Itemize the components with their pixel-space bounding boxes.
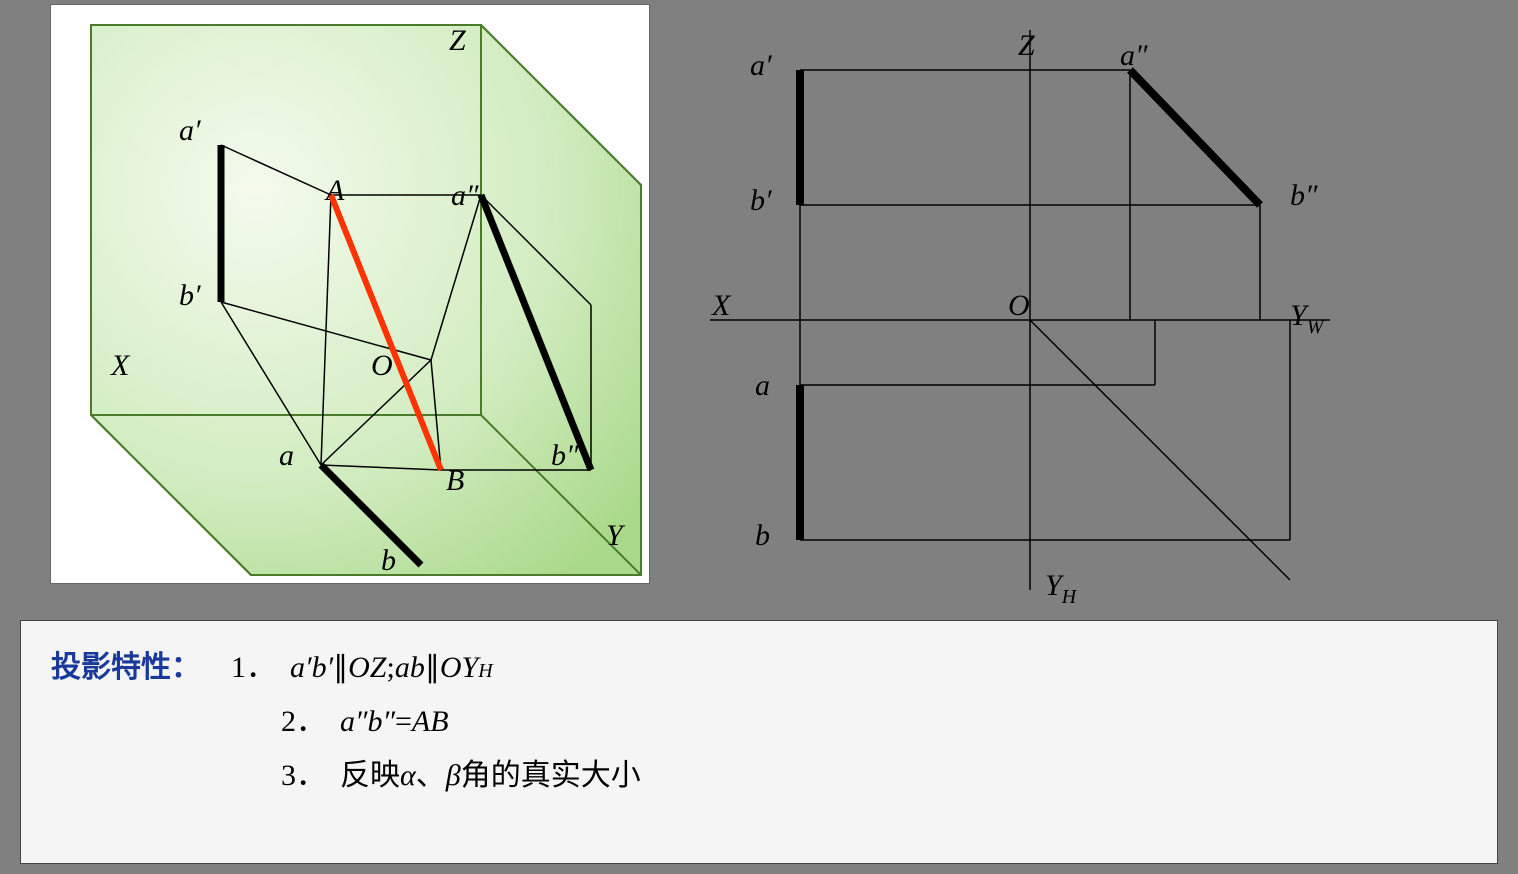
right-ortho-diagram: Z X O YW YH a′ b′ a″ b″ a b [700,0,1350,610]
r-label-O: O [1008,289,1030,322]
l3-num: 3． [281,749,326,803]
r-label-YW: YW [1290,299,1326,338]
l3-sep: 、 [416,749,446,803]
label-a: a [279,439,294,472]
r-label-a: a [755,369,770,402]
label-b: b [381,544,396,577]
l3-beta: β [446,749,461,803]
text-title: 投影特性： [51,641,201,695]
label-X: X [110,349,131,382]
r-label-X: X [711,289,732,322]
l1-OY: OY [440,641,478,695]
left-3d-diagram: Z X O Y A B a′ b′ a″ b″ a b [50,4,650,584]
l3-alpha: α [400,749,416,803]
text-line-1: 投影特性： 1． a′b′ ∥ OZ ; ab ∥ OYH [51,641,1467,695]
l2-num: 2． [281,695,326,749]
l2-ab-dprime: a″b″ [340,695,395,749]
r-label-b-dprime: b″ [1290,179,1318,212]
l1-sep: ; [386,641,394,695]
l3-t2: 角的真实大小 [461,749,641,803]
r-label-b: b [755,519,770,552]
label-a-dprime: a″ [451,179,479,212]
l2-AB: AB [412,695,449,749]
label-A: A [324,174,345,207]
l1-parallel-1: ∥ [333,641,348,695]
label-b-dprime: b″ [551,439,579,472]
r-label-a-dprime: a″ [1120,39,1148,72]
l3-t1: 反映 [340,749,400,803]
text-line-3: 3． 反映 α 、 β 角的真实大小 [281,749,1467,803]
label-b-prime: b′ [179,279,201,312]
text-line-2: 2． a″b″ = AB [281,695,1467,749]
right-thin-lines [800,70,1290,540]
label-Z: Z [449,24,466,57]
r-label-Z: Z [1018,29,1035,62]
label-O: O [371,349,393,382]
l1-num: 1． [231,641,276,695]
r-label-b-prime: b′ [750,184,772,217]
text-panel: 投影特性： 1． a′b′ ∥ OZ ; ab ∥ OYH 2． a″b″ = … [20,620,1498,864]
l1-ab-prime: a′b′ [290,641,333,695]
l1-parallel-2: ∥ [425,641,440,695]
right-svg: Z X O YW YH a′ b′ a″ b″ a b [700,0,1350,610]
r-label-YH: YH [1045,569,1078,608]
left-svg: Z X O Y A B a′ b′ a″ b″ a b [51,5,651,585]
l1-ab: ab [395,641,425,695]
label-B: B [446,464,464,497]
r-label-a-prime: a′ [750,49,772,82]
l1-OY-sub: H [478,653,492,689]
label-a-prime: a′ [179,114,201,147]
l2-eq: = [395,695,412,749]
l1-OZ: OZ [348,641,386,695]
